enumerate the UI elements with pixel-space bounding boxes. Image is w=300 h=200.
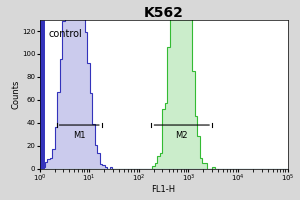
Y-axis label: Counts: Counts: [12, 79, 21, 109]
Text: control: control: [48, 29, 82, 39]
X-axis label: FL1-H: FL1-H: [152, 185, 176, 194]
Polygon shape: [40, 0, 288, 169]
Polygon shape: [40, 0, 288, 169]
Title: K562: K562: [144, 6, 184, 20]
Text: M1: M1: [73, 131, 85, 140]
Text: M2: M2: [176, 131, 188, 140]
